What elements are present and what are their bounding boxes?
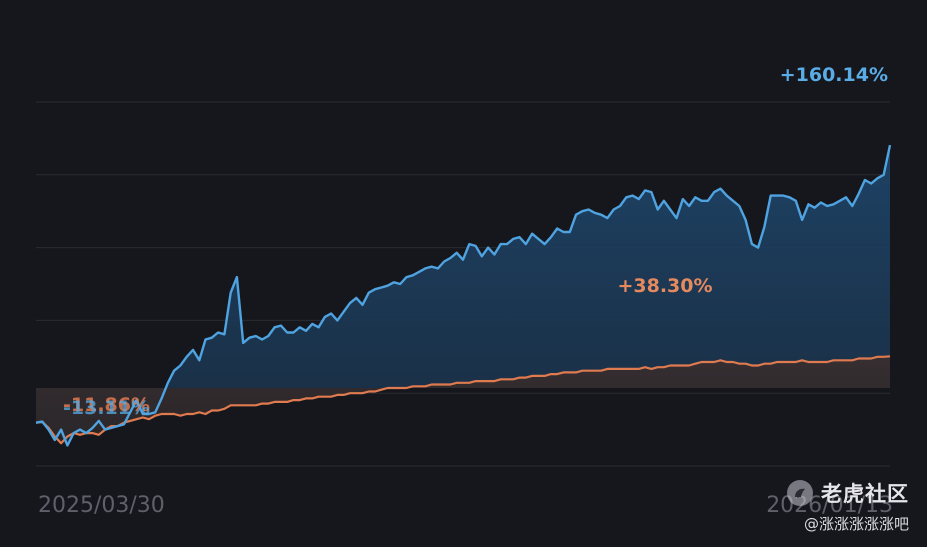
series-1-end-label: +160.14% xyxy=(780,64,888,86)
tiger-community-logo-icon xyxy=(787,480,813,506)
series-2-area xyxy=(36,356,890,444)
watermark: 老虎社区 xyxy=(787,478,909,508)
watermark-title: 老虎社区 xyxy=(821,482,909,506)
x-tick-label-start: 2025/03/30 xyxy=(38,493,165,518)
series-1-min-label: -13.11% xyxy=(63,397,150,419)
series-2-min-label: -11.86% xyxy=(63,394,150,416)
series-2-line xyxy=(35,355,891,445)
series-1-line xyxy=(35,144,892,447)
series-2-peak-label: +38.30% xyxy=(617,275,712,297)
watermark-user: @涨涨涨涨涨吧 xyxy=(803,515,909,533)
